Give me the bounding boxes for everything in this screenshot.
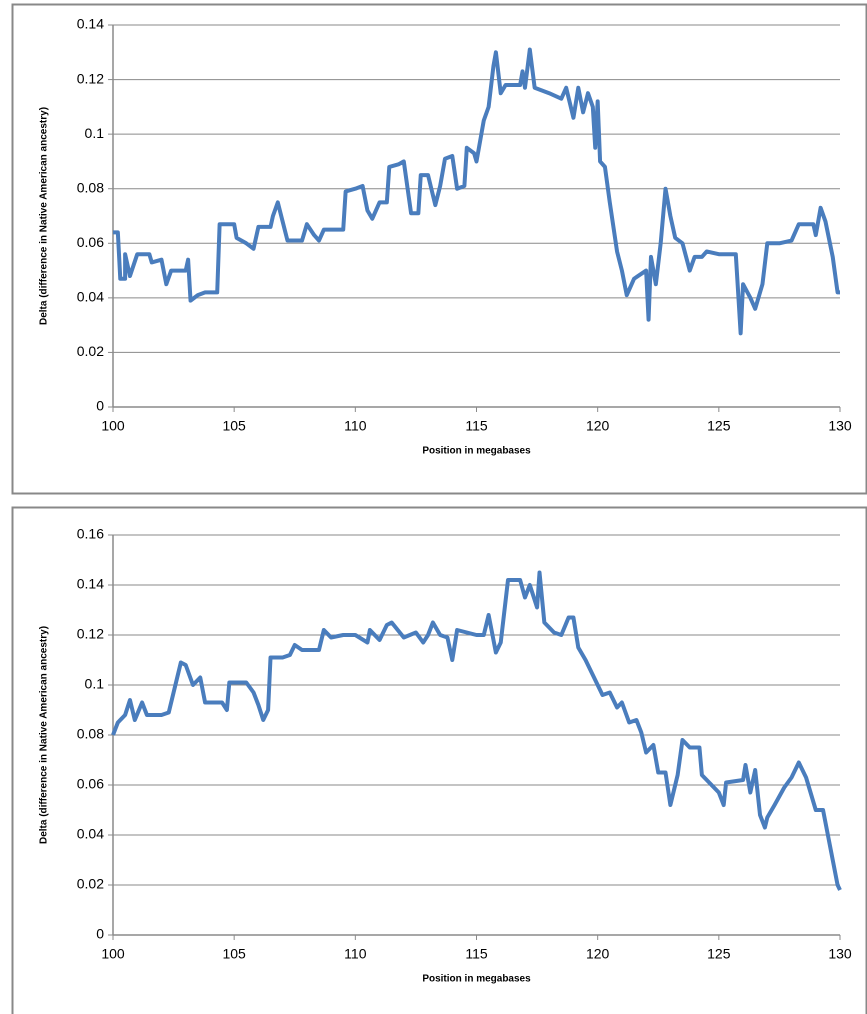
y-tick-label: 0 xyxy=(96,926,104,942)
x-tick-label: 110 xyxy=(344,946,367,962)
x-tick-label: 120 xyxy=(586,418,610,434)
x-axis-title: Position in megabases xyxy=(422,446,531,457)
x-tick-label: 105 xyxy=(222,418,246,434)
x-axis-title: Position in megabases xyxy=(422,974,531,985)
chart-frame xyxy=(11,506,867,1014)
x-tick-label: 125 xyxy=(707,418,731,434)
data-line xyxy=(113,47,840,336)
y-tick-label: 0.04 xyxy=(77,826,104,842)
y-tick-label: 0.14 xyxy=(77,576,104,592)
y-tick-label: 0.08 xyxy=(77,179,104,195)
x-tick-label: 110 xyxy=(344,418,367,434)
x-tick-label: 100 xyxy=(101,946,125,962)
y-tick-label: 0.12 xyxy=(77,626,104,642)
y-tick-label: 0 xyxy=(96,398,104,414)
y-tick-label: 0.06 xyxy=(77,234,104,250)
y-tick-label: 0.02 xyxy=(77,343,104,359)
x-tick-label: 100 xyxy=(101,418,125,434)
x-tick-label: 115 xyxy=(465,946,488,962)
x-tick-label: 120 xyxy=(586,946,610,962)
y-tick-label: 0.1 xyxy=(85,125,105,141)
x-tick-label: 115 xyxy=(465,418,488,434)
y-tick-label: 0.1 xyxy=(85,676,105,692)
y-tick-label: 0.04 xyxy=(77,289,104,305)
y-tick-label: 0.16 xyxy=(77,526,104,542)
y-axis-title: Delta (difference in Native American anc… xyxy=(39,626,50,844)
y-tick-label: 0.12 xyxy=(77,70,104,86)
chart-frame xyxy=(11,3,867,495)
y-tick-label: 0.02 xyxy=(77,876,104,892)
data-line xyxy=(111,570,842,891)
x-tick-label: 105 xyxy=(222,946,246,962)
y-tick-label: 0.14 xyxy=(77,16,104,32)
y-tick-label: 0.08 xyxy=(77,726,104,742)
y-axis-title: Delta (difference in Native American anc… xyxy=(39,107,50,325)
y-tick-label: 0.06 xyxy=(77,776,104,792)
x-tick-label: 130 xyxy=(828,418,852,434)
x-tick-label: 125 xyxy=(707,946,731,962)
x-tick-label: 130 xyxy=(828,946,852,962)
